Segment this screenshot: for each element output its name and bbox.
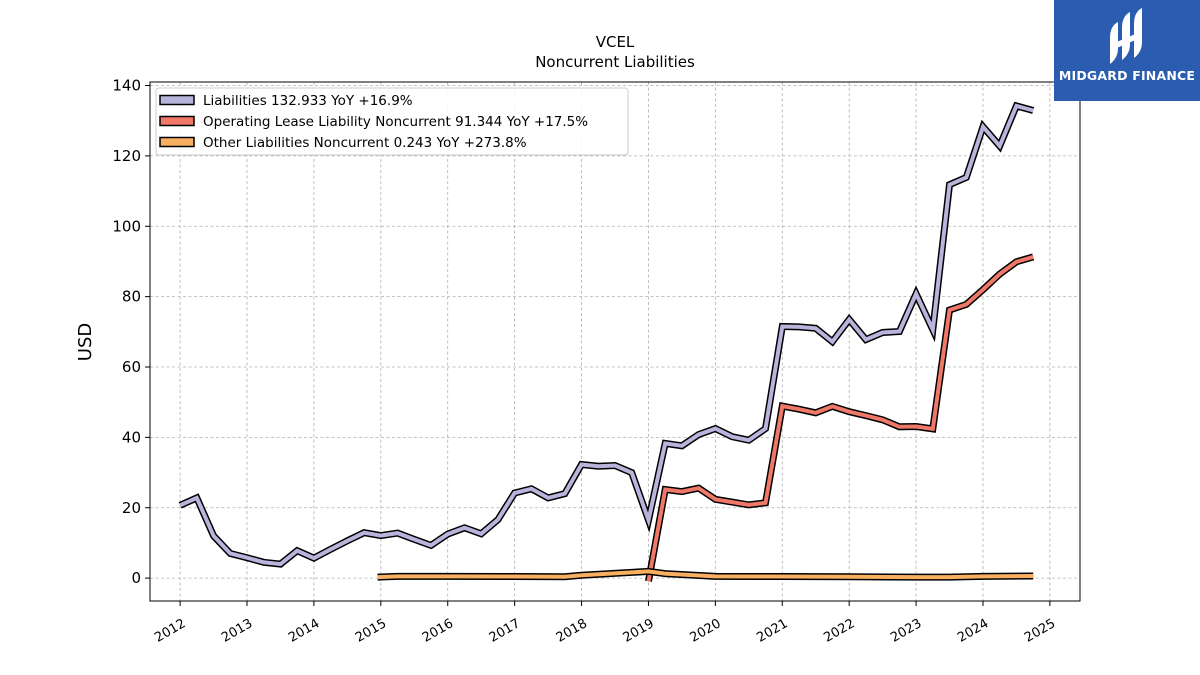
- x-tick-label: 2015: [353, 616, 389, 646]
- logo-text: MIDGARD FINANCE: [1058, 68, 1196, 83]
- grid: [150, 82, 1080, 601]
- legend-label: Other Liabilities Noncurrent 0.243 YoY +…: [203, 135, 527, 151]
- x-tick-label: 2017: [487, 616, 523, 646]
- y-tick-label: 120: [112, 147, 141, 165]
- y-tick-label: 100: [112, 217, 141, 235]
- legend-swatch: [159, 94, 195, 106]
- series-outline-1: [645, 253, 1035, 582]
- x-tick-label: 2020: [688, 616, 724, 646]
- brand-logo: MIDGARD FINANCE: [1054, 0, 1200, 101]
- plot-frame: [149, 81, 1081, 602]
- x-tick-label: 2013: [219, 616, 255, 646]
- series-line-0: [179, 103, 1034, 567]
- series-layer: [178, 101, 1035, 582]
- x-tick-label: 2022: [821, 616, 857, 646]
- legend-swatch: [159, 136, 195, 148]
- x-tick-label: 2012: [152, 616, 188, 646]
- legend: Liabilities 132.933 YoY +16.9% Operating …: [155, 87, 629, 156]
- y-axis-label: USD: [75, 323, 96, 361]
- chart-title: VCEL: [596, 33, 635, 51]
- y-tick-label: 40: [122, 428, 141, 446]
- x-tick-label: 2014: [286, 616, 322, 646]
- x-tick-label: 2023: [888, 616, 924, 646]
- x-tick-label: 2016: [420, 616, 456, 646]
- y-tick-label: 80: [122, 288, 141, 306]
- logo-mark-icon: [1110, 8, 1142, 64]
- x-tick-label: 2025: [1022, 616, 1058, 646]
- chart-subtitle: Noncurrent Liabilities: [535, 53, 695, 71]
- legend-swatch: [159, 115, 195, 127]
- y-tick-label: 60: [122, 358, 141, 376]
- x-tick-label: 2021: [754, 616, 790, 646]
- legend-box: [155, 87, 629, 156]
- legend-label: Liabilities 132.933 YoY +16.9%: [203, 93, 413, 109]
- y-tick-label: 140: [112, 77, 141, 95]
- series-line-1: [646, 254, 1034, 582]
- y-tick-label: 20: [122, 499, 141, 517]
- x-tick-label: 2019: [621, 616, 657, 646]
- series-line-2: [377, 569, 1034, 580]
- y-tick-label: 0: [131, 569, 141, 587]
- series-outline-0: [178, 101, 1035, 568]
- x-tick-label: 2024: [955, 616, 991, 646]
- legend-label: Operating Lease Liability Noncurrent 91.…: [203, 114, 588, 130]
- x-tick-label: 2018: [554, 616, 590, 646]
